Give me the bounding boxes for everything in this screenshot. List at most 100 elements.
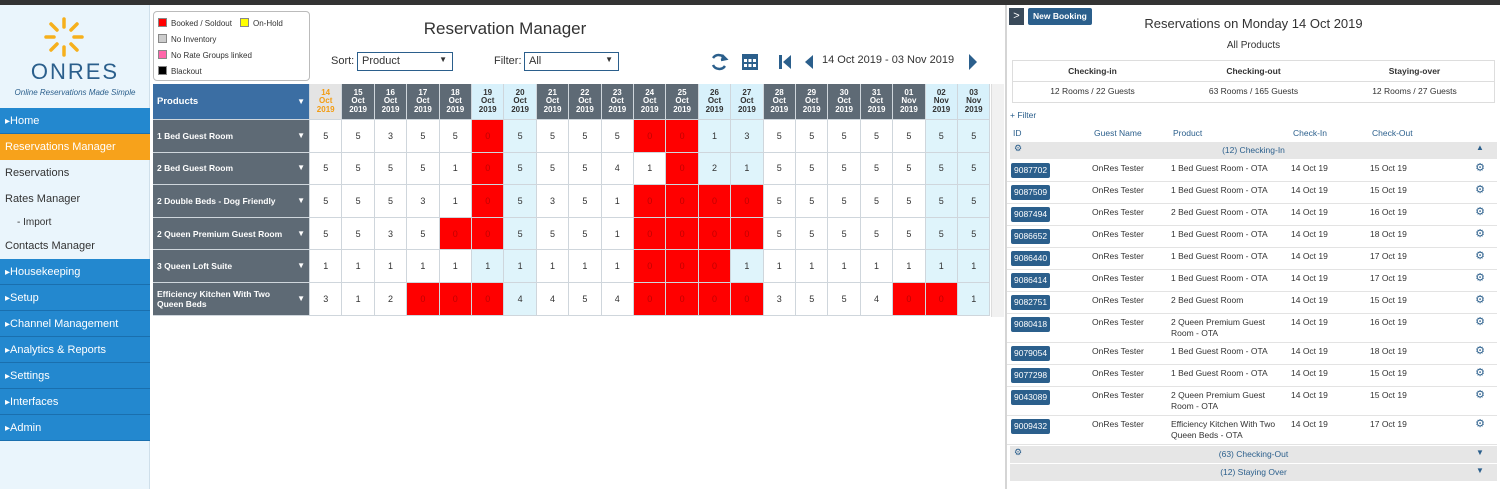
availability-cell[interactable]: 5: [374, 185, 408, 218]
availability-cell[interactable]: 5: [569, 185, 602, 218]
row-gear[interactable]: ⚙: [1475, 162, 1485, 174]
availability-cell[interactable]: 1: [439, 185, 472, 218]
availability-cell[interactable]: 5: [763, 217, 796, 251]
filter-link[interactable]: + Filter: [1010, 110, 1037, 120]
availability-cell[interactable]: 5: [828, 152, 861, 186]
row-gear[interactable]: ⚙: [1475, 345, 1485, 357]
availability-cell[interactable]: 5: [796, 185, 829, 218]
nav-item[interactable]: Interfaces: [0, 389, 150, 415]
availability-cell[interactable]: 1: [698, 120, 732, 153]
availability-cell[interactable]: 5: [958, 120, 991, 153]
availability-cell[interactable]: 5: [536, 120, 570, 153]
availability-cell[interactable]: 1: [828, 250, 861, 283]
availability-cell[interactable]: 5: [763, 120, 796, 153]
availability-cell[interactable]: 4: [536, 283, 570, 316]
availability-cell[interactable]: 5: [504, 120, 537, 153]
filter-select[interactable]: All ▼: [524, 52, 619, 71]
availability-cell[interactable]: 5: [893, 120, 926, 153]
prev-button[interactable]: [805, 55, 813, 69]
first-button[interactable]: [779, 55, 791, 69]
booking-id[interactable]: 9087494: [1011, 207, 1051, 222]
nav-item[interactable]: Setup: [0, 285, 150, 311]
availability-cell[interactable]: 0: [925, 283, 958, 316]
availability-cell[interactable]: 0: [634, 250, 667, 283]
availability-cell[interactable]: 5: [504, 185, 537, 218]
availability-cell[interactable]: 5: [860, 120, 894, 153]
availability-cell[interactable]: 0: [893, 283, 926, 316]
dropdown-arrow[interactable]: ▼: [297, 97, 305, 106]
availability-cell[interactable]: 1: [763, 250, 796, 283]
availability-cell[interactable]: 1: [504, 250, 537, 283]
nav-item[interactable]: - Import: [17, 217, 52, 228]
availability-cell[interactable]: 1: [310, 250, 343, 283]
availability-cell[interactable]: 0: [472, 217, 505, 251]
availability-cell[interactable]: 1: [472, 250, 505, 283]
booking-id[interactable]: 9080418: [1011, 317, 1051, 332]
availability-cell[interactable]: 0: [698, 217, 732, 251]
availability-cell[interactable]: 5: [860, 217, 894, 251]
availability-cell[interactable]: 0: [731, 217, 764, 251]
booking-id[interactable]: 9009432: [1011, 419, 1051, 434]
dropdown-arrow[interactable]: ▼: [297, 195, 305, 205]
availability-cell[interactable]: 3: [731, 120, 764, 153]
availability-cell[interactable]: 0: [439, 217, 472, 251]
availability-cell[interactable]: 5: [860, 185, 894, 218]
availability-cell[interactable]: 0: [666, 283, 699, 316]
availability-cell[interactable]: 5: [925, 185, 958, 218]
calendar-icon[interactable]: [742, 54, 758, 70]
row-gear[interactable]: ⚙: [1475, 316, 1485, 328]
availability-cell[interactable]: 5: [310, 120, 343, 153]
row-gear[interactable]: ⚙: [1475, 250, 1485, 262]
booking-id[interactable]: 9086652: [1011, 229, 1051, 244]
availability-cell[interactable]: 1: [731, 152, 764, 186]
availability-cell[interactable]: 5: [342, 120, 375, 153]
availability-cell[interactable]: 5: [310, 185, 343, 218]
availability-cell[interactable]: 5: [374, 152, 408, 186]
availability-cell[interactable]: 1: [439, 250, 472, 283]
availability-cell[interactable]: 0: [731, 185, 764, 218]
nav-item[interactable]: Settings: [0, 363, 150, 389]
availability-cell[interactable]: 0: [439, 283, 472, 316]
dropdown-arrow[interactable]: ▼: [297, 293, 305, 303]
availability-cell[interactable]: 5: [893, 152, 926, 186]
availability-cell[interactable]: 0: [472, 120, 505, 153]
availability-cell[interactable]: 1: [731, 250, 764, 283]
availability-cell[interactable]: 1: [796, 250, 829, 283]
availability-cell[interactable]: 5: [828, 283, 861, 316]
nav-item[interactable]: Reservations: [5, 167, 70, 179]
availability-cell[interactable]: 0: [698, 283, 732, 316]
availability-cell[interactable]: 1: [925, 250, 958, 283]
availability-cell[interactable]: 0: [731, 283, 764, 316]
availability-cell[interactable]: 1: [893, 250, 926, 283]
availability-cell[interactable]: 0: [472, 283, 505, 316]
group-bar[interactable]: (12) Checking-In: [1010, 142, 1497, 159]
availability-cell[interactable]: 1: [439, 152, 472, 186]
availability-cell[interactable]: 1: [601, 217, 634, 251]
availability-cell[interactable]: 0: [698, 185, 732, 218]
availability-cell[interactable]: 5: [763, 152, 796, 186]
availability-cell[interactable]: 0: [666, 152, 699, 186]
availability-cell[interactable]: 5: [569, 283, 602, 316]
availability-cell[interactable]: 4: [601, 152, 634, 186]
availability-cell[interactable]: 0: [634, 283, 667, 316]
availability-cell[interactable]: 1: [407, 250, 440, 283]
booking-id[interactable]: 9082751: [1011, 295, 1051, 310]
sort-select[interactable]: Product ▼: [357, 52, 453, 71]
availability-cell[interactable]: 5: [828, 217, 861, 251]
availability-cell[interactable]: 5: [569, 152, 602, 186]
availability-cell[interactable]: 0: [634, 185, 667, 218]
availability-cell[interactable]: 5: [439, 120, 472, 153]
availability-cell[interactable]: 5: [310, 152, 343, 186]
row-gear[interactable]: ⚙: [1475, 272, 1485, 284]
availability-cell[interactable]: 1: [958, 283, 991, 316]
collapse-button[interactable]: >: [1009, 8, 1024, 25]
booking-id[interactable]: 9043089: [1011, 390, 1051, 405]
availability-cell[interactable]: 3: [763, 283, 796, 316]
availability-cell[interactable]: 5: [925, 120, 958, 153]
dropdown-arrow[interactable]: ▼: [297, 261, 305, 271]
nav-item[interactable]: Analytics & Reports: [0, 337, 150, 363]
availability-cell[interactable]: 5: [796, 283, 829, 316]
availability-cell[interactable]: 5: [828, 120, 861, 153]
booking-id[interactable]: 9086440: [1011, 251, 1051, 266]
availability-cell[interactable]: 5: [407, 152, 440, 186]
